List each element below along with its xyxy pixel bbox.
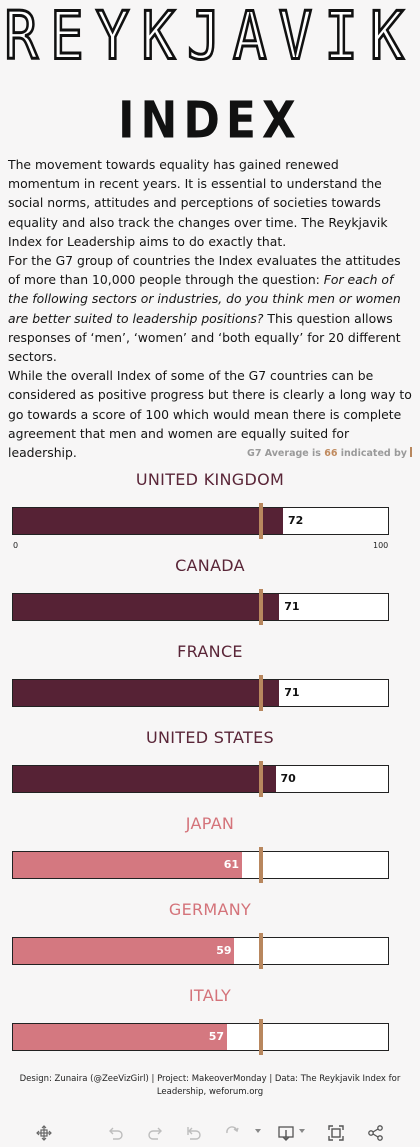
bar-track-united-states[interactable]: 70 [12,765,389,793]
title-text: REYKJAVIK [3,0,416,75]
axis-tick-min: 0 [13,541,19,550]
bar-track-japan[interactable]: 61 [12,851,389,879]
refresh-icon[interactable] [222,1124,242,1142]
bar-track-italy[interactable]: 57 [12,1023,389,1051]
download-icon[interactable] [276,1124,296,1142]
bar-italy[interactable] [13,1024,227,1050]
average-marker-legend-icon [410,447,412,457]
fullscreen-icon[interactable] [326,1124,346,1142]
value-label-japan: 61 [223,858,240,871]
bar-track-united-kingdom[interactable]: 72 [12,507,389,535]
value-label-germany: 59 [216,944,232,957]
average-marker-united-kingdom [258,503,263,539]
share-icon[interactable] [366,1124,386,1142]
country-label-japan: JAPAN [185,814,235,833]
country-label-france: FRANCE [177,642,243,661]
intro-p2-tail: This question allows responses of ‘men’,… [8,310,401,365]
average-marker-france [258,675,263,711]
average-marker-japan [258,847,263,883]
intro-question: For each of the following sectors or ind… [8,272,401,326]
value-label-canada: 71 [284,600,300,613]
average-note-value: 66 [324,448,338,459]
intro-p2-lead: For the G7 group of countries the Index … [8,253,401,288]
page-subtitle: INDEX [0,95,420,146]
value-label-italy: 57 [208,1030,225,1043]
intro-text: The movement towards equality has gained… [8,155,414,462]
country-label-germany: GERMANY [168,900,252,919]
bar-japan[interactable] [13,852,242,878]
footer-credits: Design: Zunaira (@ZeeVizGirl) | Project:… [19,1074,401,1097]
value-label-united-states: 70 [280,772,296,785]
country-label-united-states: UNITED STATES [145,728,275,747]
average-note-suffix: indicated by [337,448,407,459]
country-label-united-kingdom: UNITED KINGDOM [135,470,285,489]
intro-paragraph-2: For the G7 group of countries the Index … [8,251,414,366]
country-label-canada: CANADA [175,556,245,575]
average-note: G7 Average is 66 indicated by [242,447,412,459]
move-icon[interactable] [34,1124,54,1142]
viz-toolbar [0,1118,420,1147]
bar-track-france[interactable]: 71 [12,679,389,707]
value-label-france: 71 [284,686,300,699]
axis-tick-max: 100 [373,541,389,550]
average-marker-germany [258,933,263,969]
average-marker-united-states [258,761,263,797]
refresh-dropdown-caret[interactable] [255,1129,261,1133]
bar-track-germany[interactable]: 59 [12,937,389,965]
download-dropdown-caret[interactable] [299,1129,305,1133]
undo-icon[interactable] [106,1124,126,1142]
revert-icon[interactable] [184,1124,204,1142]
bar-canada[interactable] [13,594,280,620]
bar-germany[interactable] [13,938,235,964]
page-title: REYKJAVIK [0,0,420,75]
redo-icon[interactable] [145,1124,165,1142]
bar-united-kingdom[interactable] [13,508,283,534]
average-marker-canada [258,589,263,625]
average-note-prefix: G7 Average is [247,448,325,459]
value-label-united-kingdom: 72 [288,514,304,527]
country-label-italy: ITALY [188,986,232,1005]
bar-track-canada[interactable]: 71 [12,593,389,621]
subtitle-text: INDEX [118,91,302,151]
bar-france[interactable] [13,680,280,706]
bar-united-states[interactable] [13,766,276,792]
average-marker-italy [258,1019,263,1055]
intro-paragraph-3: While the overall Index of some of the G… [8,368,412,461]
intro-paragraph-1: The movement towards equality has gained… [8,157,388,249]
